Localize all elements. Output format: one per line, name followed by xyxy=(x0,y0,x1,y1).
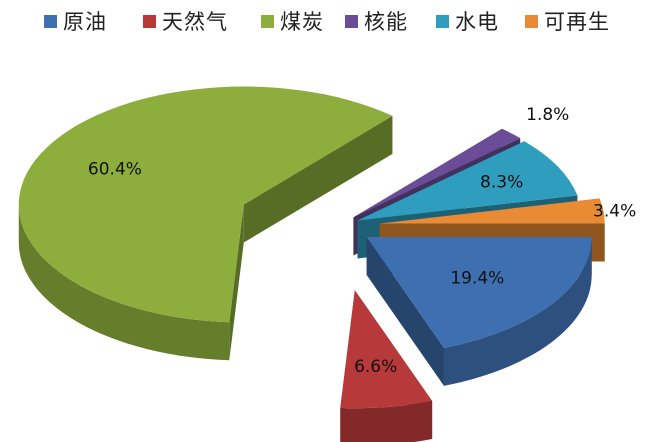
legend-item-renewable: 可再生 xyxy=(525,6,610,36)
legend-swatch-nuclear xyxy=(345,14,358,28)
data-label-nuclear: 1.8% xyxy=(526,105,569,125)
pie-slice-side-natural-gas xyxy=(340,401,433,442)
legend-swatch-renewable xyxy=(525,14,538,28)
data-label-renewable: 3.4% xyxy=(593,201,636,221)
legend-label-coal: 煤炭 xyxy=(280,10,324,34)
pie-slice-wall-coal-0 xyxy=(229,204,244,361)
pie-slice-coal xyxy=(18,86,393,361)
legend-swatch-hydro xyxy=(436,14,449,28)
legend-item-coal: 煤炭 xyxy=(261,6,324,36)
legend: 原油 天然气 煤炭 核能 水电 可再生 xyxy=(0,6,665,36)
pie-slice-top-renewable xyxy=(379,198,605,224)
legend-item-nuclear: 核能 xyxy=(345,6,408,36)
pie-slices xyxy=(18,86,605,442)
legend-swatch-coal xyxy=(261,14,274,28)
legend-label-nuclear: 核能 xyxy=(364,10,408,34)
pie-slice-side-crude-oil xyxy=(443,237,592,386)
legend-item-hydro: 水电 xyxy=(436,6,499,36)
legend-item-crude-oil: 原油 xyxy=(44,6,107,36)
pie-slice-top-coal xyxy=(18,86,393,323)
pie-slice-wall-crude-oil-1 xyxy=(366,237,444,386)
pie-slice-natural-gas xyxy=(340,290,433,442)
legend-label-hydro: 水电 xyxy=(455,10,499,34)
legend-swatch-natural-gas xyxy=(143,14,156,28)
pie-slice-top-crude-oil xyxy=(366,237,592,348)
data-label-coal: 60.4% xyxy=(88,159,142,179)
pie-slice-wall-coal-1 xyxy=(243,115,393,243)
data-label-hydro: 8.3% xyxy=(480,173,523,193)
pie-slice-top-hydro xyxy=(357,141,578,221)
legend-label-natural-gas: 天然气 xyxy=(162,10,228,34)
data-label-crude-oil: 19.4% xyxy=(450,269,504,289)
pie-slice-side-coal xyxy=(18,204,230,361)
data-label-natural-gas: 6.6% xyxy=(354,357,397,377)
pie-slice-top-nuclear xyxy=(353,128,521,218)
legend-item-natural-gas: 天然气 xyxy=(143,6,228,36)
legend-swatch-crude-oil xyxy=(44,14,57,28)
pie-data-labels: 19.4% 6.6% 60.4% 1.8% 8.3% 3.4% xyxy=(88,105,636,377)
pie-slice-top-natural-gas xyxy=(340,290,433,409)
legend-label-crude-oil: 原油 xyxy=(63,10,107,34)
pie-slice-crude-oil xyxy=(366,237,592,386)
legend-label-renewable: 可再生 xyxy=(544,10,610,34)
